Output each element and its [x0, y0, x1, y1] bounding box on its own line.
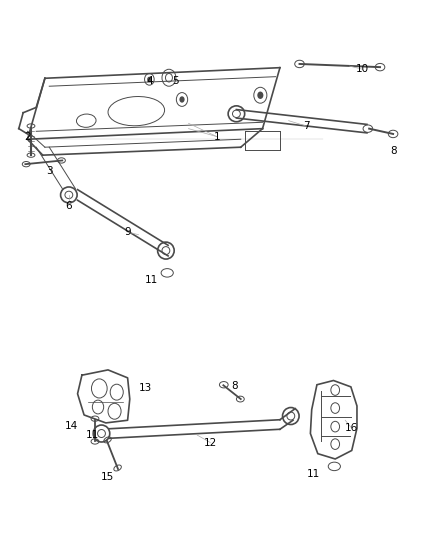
Text: 8: 8 [390, 146, 396, 156]
Text: 6: 6 [66, 200, 72, 211]
Text: 9: 9 [124, 227, 131, 237]
Text: 3: 3 [46, 166, 53, 176]
Text: 13: 13 [138, 383, 152, 393]
Circle shape [180, 96, 185, 103]
Text: 11: 11 [145, 274, 158, 285]
Text: 4: 4 [146, 76, 153, 86]
Text: 11: 11 [86, 430, 99, 440]
Text: 8: 8 [231, 381, 237, 391]
Text: 7: 7 [303, 121, 309, 131]
Circle shape [147, 77, 152, 82]
Text: 15: 15 [101, 472, 114, 482]
Text: 11: 11 [307, 470, 321, 479]
Text: 1: 1 [213, 132, 220, 142]
Text: 2: 2 [24, 132, 31, 142]
Text: 14: 14 [64, 421, 78, 431]
Text: 12: 12 [204, 438, 217, 448]
Text: 5: 5 [172, 76, 179, 86]
Text: 10: 10 [356, 64, 369, 74]
Text: 16: 16 [345, 423, 358, 433]
Circle shape [257, 92, 263, 99]
